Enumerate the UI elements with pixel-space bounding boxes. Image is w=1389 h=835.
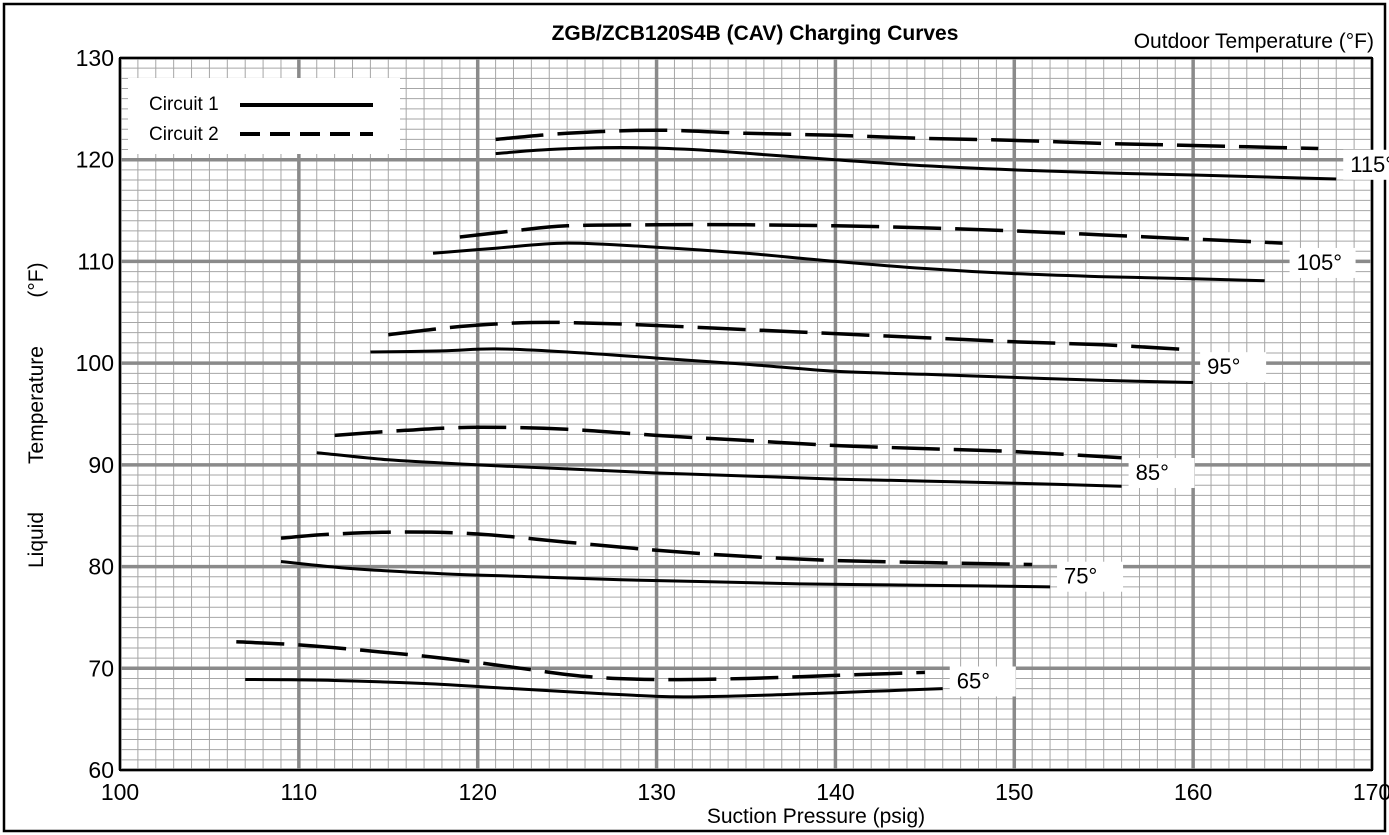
x-tick-label: 130 (637, 779, 675, 805)
chart-title: ZGB/ZCB120S4B (CAV) Charging Curves (552, 22, 959, 45)
curve-label-75: 75° (1064, 564, 1097, 589)
x-tick-label: 120 (459, 779, 497, 805)
curve-circuit-2-115 (495, 128, 1319, 151)
legend-label-circuit-1: Circuit 1 (149, 94, 219, 115)
curve-circuit-2-85 (334, 425, 1122, 460)
curve-label-85: 85° (1136, 460, 1169, 485)
x-tick-label: 100 (101, 779, 139, 805)
curve-label-background (1200, 352, 1267, 383)
curve-label-95: 95° (1207, 354, 1240, 379)
legend-background (128, 78, 400, 154)
curve-circuit-1-85 (316, 451, 1122, 488)
curve-label-background (1343, 149, 1389, 180)
y-tick-label: 110 (77, 248, 114, 274)
y-tick-label: 120 (76, 147, 114, 173)
plot-area-border (119, 57, 1373, 771)
y-axis-label-word-1: Liquid (25, 512, 48, 568)
y-tick-label: 90 (88, 452, 114, 478)
curve-circuit-2-65 (236, 640, 925, 682)
curve-circuit-1-95 (370, 347, 1194, 384)
curve-label-background (1289, 247, 1356, 278)
legend-title-outdoor-temperature: Outdoor Temperature (°F) (1134, 30, 1374, 53)
curve-circuit-2-75 (280, 530, 1033, 567)
curve-layer (236, 128, 1337, 699)
y-axis-label: Liquid Temperature (°F) (25, 262, 48, 568)
curve-circuit-1-65 (245, 678, 943, 699)
curve-label-background (1128, 457, 1195, 488)
axis-layer: 100 110 120 130 140 150 160 170 60 70 80 90 100 110 12… (76, 45, 1389, 805)
y-tick-label: 100 (76, 350, 114, 376)
curve-circuit-1-75 (280, 560, 1051, 589)
y-tick-label: 80 (88, 554, 114, 580)
x-tick-label: 140 (816, 779, 854, 805)
y-tick-label: 60 (88, 757, 114, 783)
curve-label-65: 65° (957, 668, 990, 693)
curve-circuit-1-115 (495, 145, 1337, 181)
curve-circuit-1-105 (432, 241, 1265, 283)
curve-label-115: 115° (1350, 152, 1389, 177)
label-layer: 115° 105° 95° 85° 75° 65° (949, 149, 1389, 697)
curve-circuit-2-105 (459, 222, 1283, 245)
legend-box: Circuit 1 Circuit 2 (128, 78, 400, 154)
curve-label-105: 105° (1297, 250, 1343, 275)
y-tick-label: 70 (88, 655, 114, 681)
y-tick-label: 130 (76, 45, 114, 71)
legend-label-circuit-2: Circuit 2 (149, 124, 219, 145)
curve-circuit-2-95 (388, 320, 1194, 352)
x-tick-label: 150 (995, 779, 1033, 805)
x-axis-label: Suction Pressure (psig) (707, 805, 925, 828)
y-axis-label-word-2: Temperature (25, 346, 48, 464)
curve-label-background (1057, 561, 1124, 592)
curve-label-background (949, 666, 1016, 697)
x-tick-label: 110 (281, 779, 318, 805)
x-tick-label: 170 (1353, 779, 1389, 805)
y-axis-label-word-3: (°F) (25, 262, 48, 297)
x-tick-label: 160 (1174, 779, 1212, 805)
